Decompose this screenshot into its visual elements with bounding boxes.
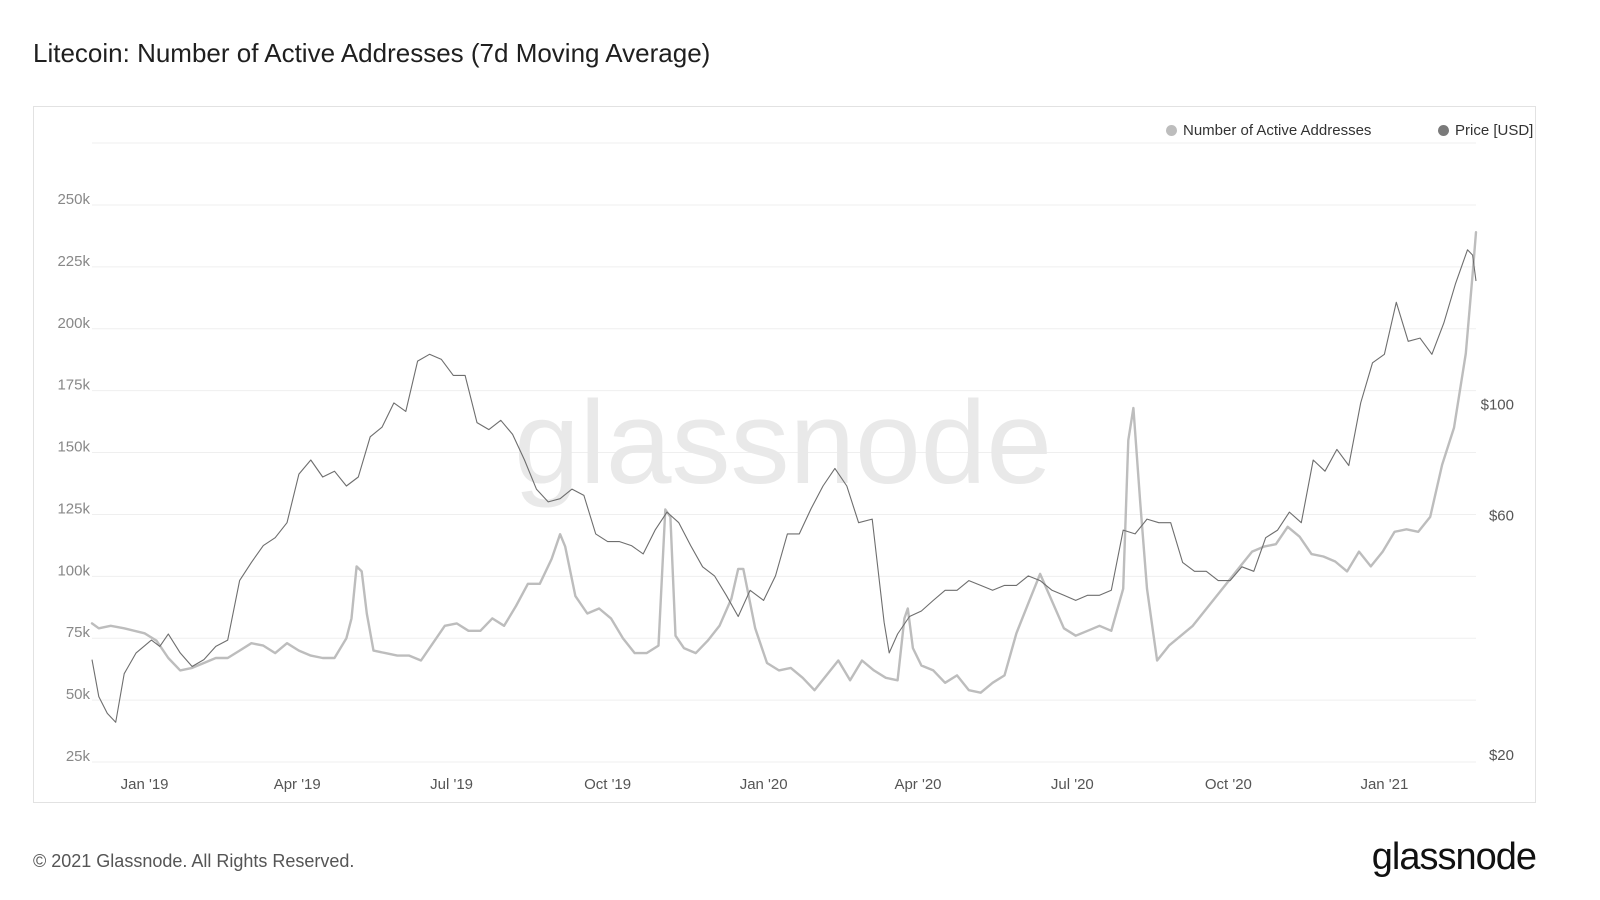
chart-frame [33,106,1536,803]
y-left-tick-label: 200k [57,315,90,332]
y-left-tick-label: 150k [57,439,90,456]
glassnode-logo[interactable]: glassnode [1371,836,1537,878]
y-left-tick-label: 125k [57,500,90,517]
x-tick-label: Apr '20 [894,776,941,793]
y-left-tick-label: 50k [66,686,91,703]
chart-title: Litecoin: Number of Active Addresses (7d… [33,38,711,68]
legend-label-price: Price [USD] [1455,122,1534,139]
x-tick-label: Oct '19 [584,776,631,793]
series-line-price [91,249,1477,723]
y-left-tick-label: 250k [57,191,90,208]
x-tick-label: Jan '19 [121,776,169,793]
copyright-text: © 2021 Glassnode. All Rights Reserved. [33,851,355,871]
legend-item-addresses[interactable]: Number of Active Addresses [1166,122,1371,139]
y-right-tick-label: $100 [1481,396,1514,413]
legend-swatch-addresses [1166,125,1177,136]
watermark-text: glassnode [514,377,1052,509]
x-tick-label: Jul '19 [430,776,473,793]
y-left-tick-label: 175k [57,377,90,394]
legend-label-addresses: Number of Active Addresses [1183,122,1372,139]
y-left-tick-label: 225k [57,253,90,270]
series-line-active-addresses [90,231,1478,694]
x-tick-label: Apr '19 [274,776,321,793]
legend-swatch-price [1438,125,1449,136]
y-left-tick-label: 25k [66,748,91,765]
y-right-tick-label: $20 [1489,747,1514,764]
x-tick-label: Oct '20 [1205,776,1252,793]
y-left-tick-label: 75k [66,624,91,641]
legend-item-price[interactable]: Price [USD] [1438,122,1533,139]
y-left-tick-label: 100k [57,562,90,579]
x-tick-label: Jan '20 [740,776,788,793]
y-right-tick-label: $60 [1489,508,1514,525]
x-tick-label: Jul '20 [1051,776,1094,793]
x-tick-label: Jan '21 [1360,776,1408,793]
